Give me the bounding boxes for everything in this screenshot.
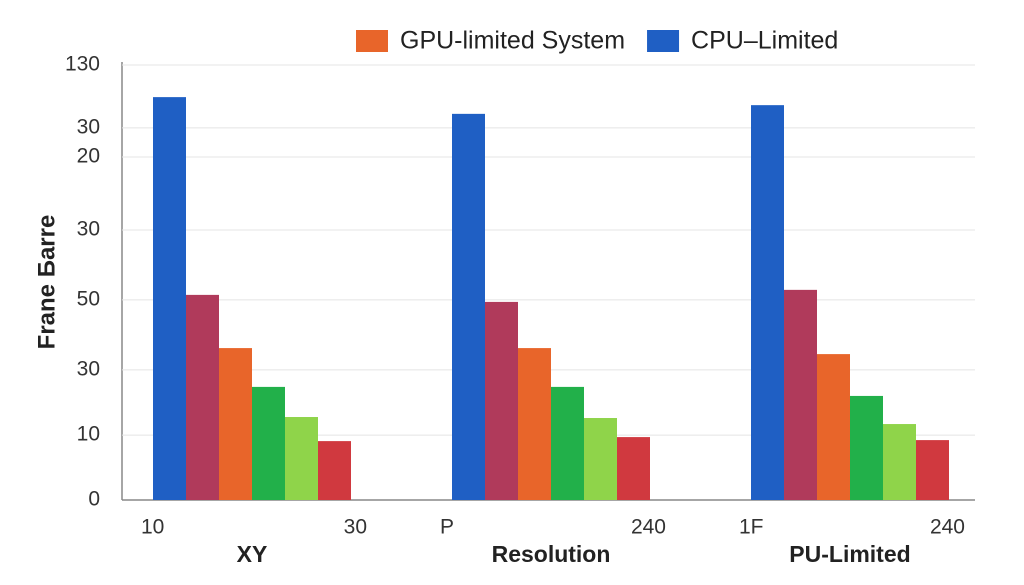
y-tick-label: 0 <box>88 488 100 511</box>
bar <box>551 386 584 500</box>
bar <box>518 348 551 500</box>
bar <box>751 105 784 501</box>
bar <box>817 354 850 500</box>
x-tick-label: 1F <box>739 516 764 539</box>
legend-label: GPU-limited System <box>400 27 625 55</box>
x-tick-label: 240 <box>631 516 666 539</box>
bar <box>883 424 916 500</box>
y-axis-label: Frane Бarre <box>33 215 60 350</box>
bar <box>584 418 617 500</box>
bar <box>153 97 186 500</box>
x-tick-label: 30 <box>344 516 367 539</box>
bar <box>617 437 650 500</box>
bar <box>916 440 949 500</box>
bar <box>219 348 252 500</box>
legend-label: CPU–Limited <box>691 27 838 55</box>
y-tick-label: 30 <box>77 357 100 380</box>
x-tick-label: 240 <box>930 516 965 539</box>
legend-swatch <box>356 30 388 52</box>
bar <box>784 289 817 500</box>
y-tick-label: 30 <box>77 218 100 241</box>
bar <box>850 395 883 500</box>
bar <box>485 301 518 500</box>
y-tick-label: 10 <box>77 423 100 446</box>
bar <box>285 417 318 500</box>
bar <box>186 294 219 500</box>
y-tick-label: 20 <box>77 145 100 168</box>
category-label: XY <box>237 541 268 567</box>
y-tick-label: 50 <box>77 287 100 310</box>
bar <box>452 113 485 500</box>
bar <box>318 441 351 500</box>
category-label: PU-Limited <box>789 541 910 567</box>
y-tick-label: 30 <box>77 115 100 138</box>
bar <box>252 386 285 500</box>
legend-swatch <box>647 30 680 52</box>
x-tick-label: 10 <box>141 516 164 539</box>
category-label: Resolution <box>492 541 611 567</box>
x-tick-label: P <box>440 516 454 539</box>
y-tick-label: 130 <box>65 53 100 76</box>
